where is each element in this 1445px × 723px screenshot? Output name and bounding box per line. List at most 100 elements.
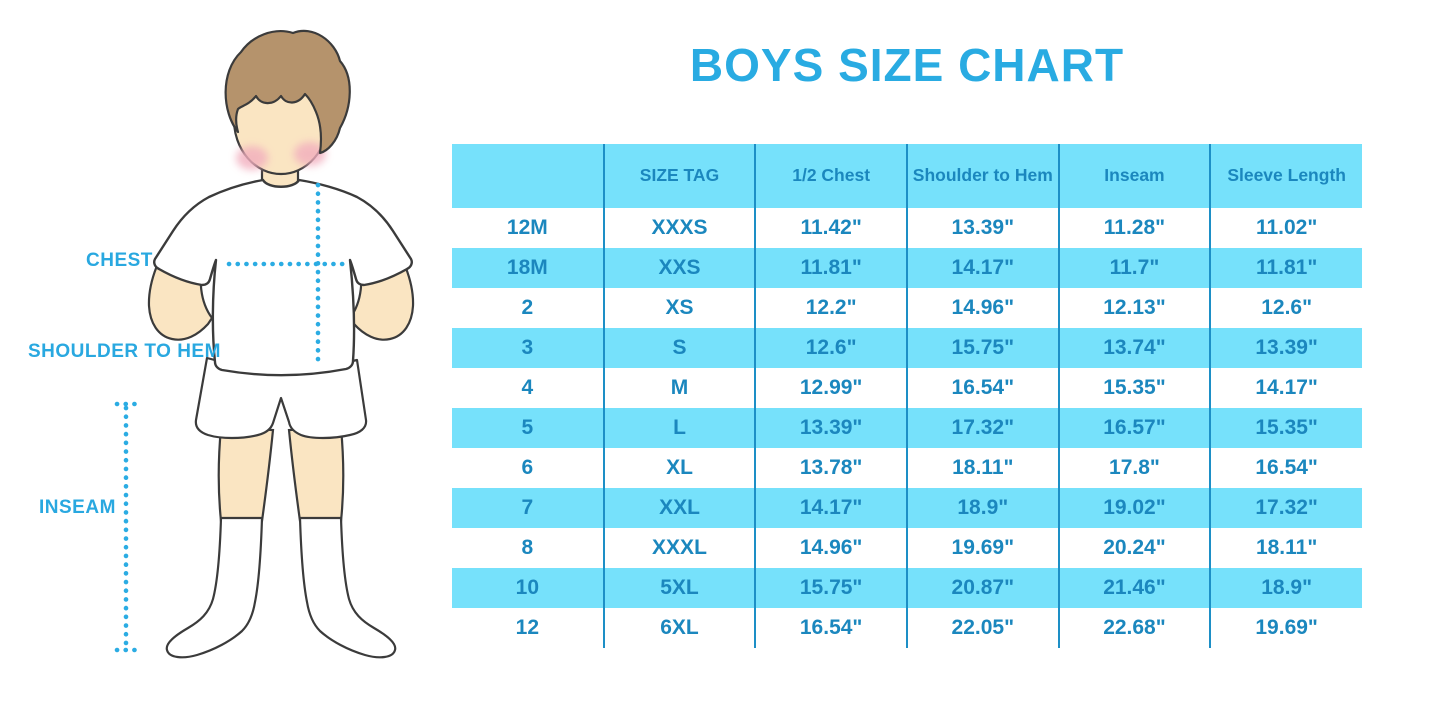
boy-leg-left bbox=[217, 426, 275, 523]
column-header bbox=[452, 144, 604, 208]
size-cell: 12M bbox=[506, 216, 548, 239]
measurement-cell: 19.02" bbox=[1057, 488, 1211, 528]
measurement-cell: 17.32" bbox=[1209, 488, 1362, 528]
measurement-cell: 12.6" bbox=[754, 328, 907, 368]
measurement-cell: 13.78" bbox=[754, 448, 907, 488]
measurement-cell: 13.39" bbox=[905, 208, 1059, 248]
table-row: 10 5XL 15.75" 20.87" 21.46" 18.9" bbox=[452, 568, 1362, 608]
measurement-cell: 14.17" bbox=[754, 488, 907, 528]
size-cell: 8 bbox=[521, 536, 534, 559]
measurement-cell: 6XL bbox=[602, 608, 756, 648]
column-header: Sleeve Length bbox=[1209, 144, 1362, 208]
size-table-container: SIZE TAG 1/2 Chest Shoulder to Hem Inseam Sl… bbox=[452, 144, 1362, 648]
measurement-cell: 11.7" bbox=[1057, 248, 1211, 288]
boy-sock-right bbox=[298, 516, 397, 659]
boy-sock-left bbox=[165, 516, 264, 659]
table-row: 8 XXXL 14.96" 19.69" 20.24" 18.11" bbox=[452, 528, 1362, 568]
inseam-label: INSEAM bbox=[39, 497, 116, 518]
measurement-cell: 13.74" bbox=[1057, 328, 1211, 368]
measurement-cell: 18.11" bbox=[905, 448, 1059, 488]
column-header: Inseam bbox=[1057, 144, 1211, 208]
table-row: 3 S 12.6" 15.75" 13.74" 13.39" bbox=[452, 328, 1362, 368]
measurement-cell: 18.9" bbox=[905, 488, 1059, 528]
size-table: SIZE TAG 1/2 Chest Shoulder to Hem Inseam Sl… bbox=[452, 144, 1362, 648]
measurement-cell: XS bbox=[602, 288, 756, 328]
measurement-cell: 11.02" bbox=[1209, 208, 1362, 248]
table-row: 6 XL 13.78" 18.11" 17.8" 16.54" bbox=[452, 448, 1362, 488]
page-title: BOYS SIZE CHART bbox=[689, 39, 1125, 91]
measurement-cell: S bbox=[602, 328, 756, 368]
measurement-cell: XXS bbox=[602, 248, 756, 288]
measurement-cell: XL bbox=[602, 448, 756, 488]
size-cell: 10 bbox=[452, 568, 604, 608]
size-cell: 6 bbox=[521, 456, 534, 479]
table-row: 12 6XL 16.54" 22.05" 22.68" 19.69" bbox=[452, 608, 1362, 648]
measurement-cell: M bbox=[602, 368, 756, 408]
measurement-cell: 12.99" bbox=[754, 368, 907, 408]
measurement-cell: 14.17" bbox=[1209, 368, 1362, 408]
measurement-cell: 14.96" bbox=[754, 528, 907, 568]
measurement-cell: 15.35" bbox=[1057, 368, 1211, 408]
measurement-cell: 20.87" bbox=[905, 568, 1059, 608]
table-row: 4 M 12.99" 16.54" 15.35" 14.17" bbox=[452, 368, 1362, 408]
table-header-row: SIZE TAG 1/2 Chest Shoulder to Hem Inseam Sl… bbox=[452, 144, 1362, 208]
measurement-cell: 13.39" bbox=[754, 408, 907, 448]
measurement-cell: 18.11" bbox=[1209, 528, 1362, 568]
boy-illustration bbox=[114, 29, 415, 659]
measurement-cell: 11.81" bbox=[754, 248, 907, 288]
table-row: 12M XXXS 11.42" 13.39" 11.28" 11.02" bbox=[452, 208, 1362, 248]
measurement-cell: XXXS bbox=[602, 208, 756, 248]
measurement-cell: 12.6" bbox=[1209, 288, 1362, 328]
measurement-cell: 15.75" bbox=[905, 328, 1059, 368]
measurement-cell: 14.96" bbox=[905, 288, 1059, 328]
size-cell: 5 bbox=[452, 408, 604, 448]
measurement-cell: 14.17" bbox=[905, 248, 1059, 288]
measurement-cell: XXXL bbox=[602, 528, 756, 568]
measurement-cell: 17.32" bbox=[905, 408, 1059, 448]
shoulder-to-hem-label: SHOULDER TO HEM bbox=[28, 341, 221, 362]
measurement-cell: 20.24" bbox=[1057, 528, 1211, 568]
measurement-cell: 16.54" bbox=[905, 368, 1059, 408]
measurement-cell: 18.9" bbox=[1209, 568, 1362, 608]
column-header: 1/2 Chest bbox=[754, 144, 907, 208]
table-row: 2 XS 12.2" 14.96" 12.13" 12.6" bbox=[452, 288, 1362, 328]
measurement-cell: 11.42" bbox=[754, 208, 907, 248]
measurement-cell: 16.54" bbox=[1209, 448, 1362, 488]
measurement-cell: L bbox=[602, 408, 756, 448]
column-header: SIZE TAG bbox=[602, 144, 756, 208]
measurement-cell: 16.54" bbox=[754, 608, 907, 648]
size-cell: 2 bbox=[521, 296, 534, 319]
measurement-cell: 21.46" bbox=[1057, 568, 1211, 608]
measurement-cell: 15.35" bbox=[1209, 408, 1362, 448]
measurement-cell: 11.81" bbox=[1209, 248, 1362, 288]
measurement-cell: 19.69" bbox=[1209, 608, 1362, 648]
table-header: SIZE TAG 1/2 Chest Shoulder to Hem Inseam Sl… bbox=[452, 144, 1362, 208]
measurement-figure: CHEST SHOULDER TO HEM INSEAM bbox=[0, 0, 452, 723]
chest-label: CHEST bbox=[86, 250, 153, 271]
measurement-cell: 19.69" bbox=[905, 528, 1059, 568]
table-row: 5 L 13.39" 17.32" 16.57" 15.35" bbox=[452, 408, 1362, 448]
size-cell: 12 bbox=[515, 616, 539, 639]
measurement-cell: XXL bbox=[602, 488, 756, 528]
measurement-cell: 12.13" bbox=[1057, 288, 1211, 328]
size-cell: 4 bbox=[521, 376, 534, 399]
boy-hair bbox=[224, 29, 351, 155]
column-header: Shoulder to Hem bbox=[905, 144, 1059, 208]
table-body: 12M XXXS 11.42" 13.39" 11.28" 11.02" 18M XXS 11.… bbox=[452, 208, 1362, 648]
boy-cheek-right bbox=[294, 142, 326, 166]
measurement-cell: 22.05" bbox=[905, 608, 1059, 648]
measurement-cell: 12.2" bbox=[754, 288, 907, 328]
measurement-cell: 11.28" bbox=[1057, 208, 1211, 248]
table-row: 7 XXL 14.17" 18.9" 19.02" 17.32" bbox=[452, 488, 1362, 528]
size-cell: 18M bbox=[452, 248, 604, 288]
measurement-cell: 13.39" bbox=[1209, 328, 1362, 368]
boy-cheek-left bbox=[236, 146, 268, 170]
measurement-cell: 17.8" bbox=[1057, 448, 1211, 488]
table-row: 18M XXS 11.81" 14.17" 11.7" 11.81" bbox=[452, 248, 1362, 288]
size-cell: 7 bbox=[452, 488, 604, 528]
boy-shirt bbox=[153, 178, 413, 377]
measurement-cell: 16.57" bbox=[1057, 408, 1211, 448]
boy-leg-right bbox=[287, 426, 345, 523]
measurement-cell: 15.75" bbox=[754, 568, 907, 608]
